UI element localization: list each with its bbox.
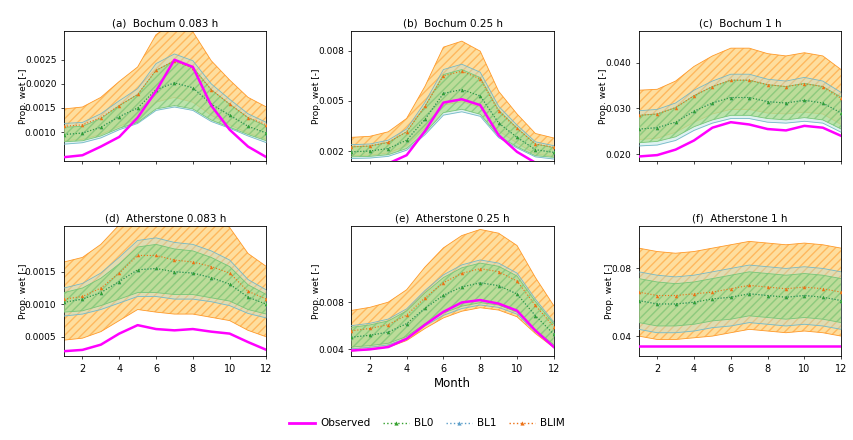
Y-axis label: Prop. wet [-]: Prop. wet [-]: [19, 264, 28, 319]
Title: (f)  Atherstone 1 h: (f) Atherstone 1 h: [692, 214, 786, 224]
Title: (c)  Bochum 1 h: (c) Bochum 1 h: [698, 18, 780, 29]
Y-axis label: Prop. wet [-]: Prop. wet [-]: [599, 68, 607, 124]
Y-axis label: Prop. wet [-]: Prop. wet [-]: [605, 264, 613, 319]
Title: (e)  Atherstone 0.25 h: (e) Atherstone 0.25 h: [395, 214, 509, 224]
Title: (d)  Atherstone 0.083 h: (d) Atherstone 0.083 h: [104, 214, 226, 224]
Title: (a)  Bochum 0.083 h: (a) Bochum 0.083 h: [112, 18, 218, 29]
Legend: Observed, BL0, BL1, BLIM: Observed, BL0, BL1, BLIM: [284, 414, 569, 433]
Y-axis label: Prop. wet [-]: Prop. wet [-]: [19, 68, 28, 124]
Y-axis label: Prop. wet [-]: Prop. wet [-]: [311, 68, 321, 124]
X-axis label: Month: Month: [433, 377, 471, 390]
Title: (b)  Bochum 0.25 h: (b) Bochum 0.25 h: [402, 18, 502, 29]
Y-axis label: Prop. wet [-]: Prop. wet [-]: [311, 264, 321, 319]
